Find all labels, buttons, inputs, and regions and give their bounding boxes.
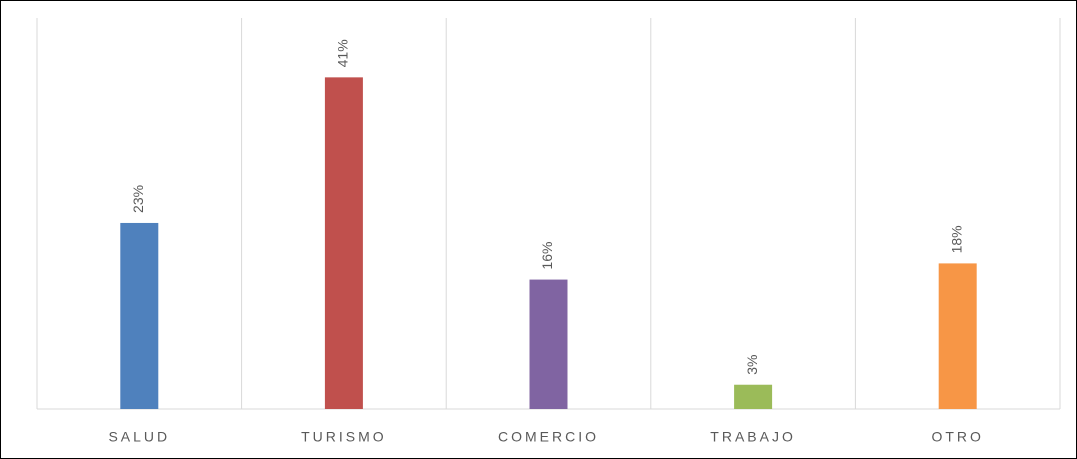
- data-label: 23%: [130, 185, 146, 213]
- x-tick-label: TURISMO: [301, 429, 387, 445]
- data-label: 18%: [948, 225, 964, 253]
- x-tick-label: TRABAJO: [710, 429, 796, 445]
- data-label: 3%: [744, 354, 760, 374]
- bar: [529, 279, 568, 409]
- bar: [324, 77, 363, 409]
- x-tick-label: SALUD: [108, 429, 170, 445]
- bar: [120, 222, 159, 409]
- data-label: 16%: [539, 242, 555, 270]
- data-label: 41%: [335, 39, 351, 67]
- bar: [734, 384, 773, 409]
- bar: [938, 263, 977, 409]
- x-tick-label: OTRO: [931, 429, 983, 445]
- x-tick-label: COMERCIO: [498, 429, 599, 445]
